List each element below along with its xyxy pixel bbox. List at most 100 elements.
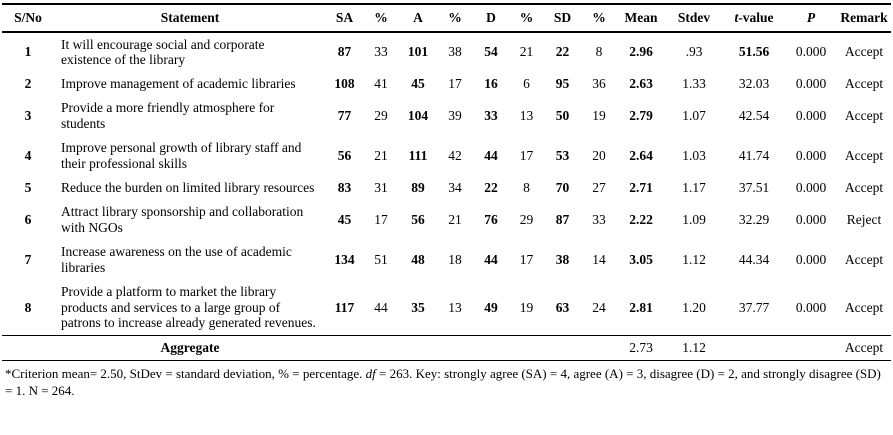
tvalue-cell: 32.29 <box>738 211 770 227</box>
sno-cell: 3 <box>24 108 32 124</box>
a-cell: 45 <box>411 76 425 92</box>
table-row-3: 3 Provide a more friendly atmosphere for… <box>2 96 891 136</box>
t-value-suffix-label: -value <box>738 10 774 25</box>
remark-cell: Accept <box>844 148 884 164</box>
d-pct-cell: 19 <box>519 299 534 315</box>
sd-cell: 53 <box>555 148 570 164</box>
sa-cell: 108 <box>334 76 355 92</box>
mean-cell: 2.96 <box>629 44 653 60</box>
sd-pct-cell: 36 <box>592 76 606 92</box>
remark-cell: Accept <box>844 76 884 92</box>
sa-pct-cell: 29 <box>374 108 388 124</box>
sa-cell: 87 <box>337 44 352 60</box>
sa-cell: 117 <box>334 299 355 315</box>
mean-cell: 3.05 <box>629 251 653 267</box>
col-header-sd: SD <box>544 4 581 33</box>
t-italic-label: t <box>734 10 739 25</box>
d-cell: 44 <box>484 148 498 164</box>
sa-pct-cell: 51 <box>374 251 388 267</box>
a-pct-cell: 38 <box>448 44 462 60</box>
aggregate-row: Aggregate 2.73 1.12 Accept <box>2 335 891 362</box>
a-pct-cell: 39 <box>448 108 462 124</box>
table-row-2: 2 Improve management of academic librari… <box>2 72 891 96</box>
table-row-7: 7 Increase awareness on the use of acade… <box>2 240 891 280</box>
table-row-6: 6 Attract library sponsorship and collab… <box>2 200 891 240</box>
p-cell: 0.000 <box>795 299 827 315</box>
col-header-stdev: Stdev <box>665 4 723 33</box>
aggregate-remark-cell: Accept <box>837 335 891 362</box>
col-header-p: P <box>785 4 837 33</box>
header-row: S/No Statement SA % A % D % SD % Mean St… <box>2 4 891 33</box>
sa-cell: 134 <box>334 251 355 267</box>
mean-cell: 2.71 <box>629 179 653 195</box>
footnote-text-before-df: *Criterion mean= 2.50, StDev = standard … <box>5 366 366 382</box>
d-cell: 54 <box>484 44 498 60</box>
p-cell: 0.000 <box>795 211 827 227</box>
mean-cell: 2.79 <box>629 108 653 124</box>
sa-cell: 56 <box>337 148 352 164</box>
stdev-cell: 1.12 <box>682 251 706 267</box>
stdev-cell: 1.20 <box>682 299 706 315</box>
d-pct-cell: 17 <box>519 148 534 164</box>
aggregate-empty-cell <box>785 335 837 362</box>
a-cell: 56 <box>411 211 425 227</box>
aggregate-empty-cell <box>544 335 581 362</box>
col-header-d-pct: % <box>509 4 544 33</box>
mean-cell: 2.63 <box>629 76 653 92</box>
sd-pct-cell: 27 <box>592 179 606 195</box>
sno-cell: 8 <box>24 299 32 315</box>
a-pct-cell: 18 <box>448 251 462 267</box>
a-cell: 48 <box>411 251 425 267</box>
sa-pct-cell: 33 <box>374 44 388 60</box>
p-cell: 0.000 <box>795 108 827 124</box>
d-pct-cell: 29 <box>519 211 534 227</box>
footnote-text-after-df: = 263. Key: strongly agree (SA) = 4, agr… <box>5 366 881 399</box>
p-cell: 0.000 <box>795 251 827 267</box>
tvalue-cell: 32.03 <box>738 76 770 92</box>
p-cell: 0.000 <box>795 76 827 92</box>
sd-pct-cell: 20 <box>592 148 606 164</box>
stdev-cell: 1.07 <box>682 108 706 124</box>
remark-cell: Accept <box>844 251 884 267</box>
a-pct-cell: 42 <box>448 148 462 164</box>
tvalue-cell: 37.51 <box>738 179 770 195</box>
aggregate-label-cell: Aggregate <box>54 335 326 362</box>
sd-cell: 38 <box>555 251 570 267</box>
aggregate-empty-cell <box>363 335 399 362</box>
sd-cell: 50 <box>555 108 570 124</box>
sd-cell: 22 <box>555 44 570 60</box>
col-header-sd-pct: % <box>581 4 617 33</box>
sa-pct-cell: 41 <box>374 76 388 92</box>
aggregate-empty-cell <box>473 335 509 362</box>
a-pct-cell: 13 <box>448 299 462 315</box>
sa-cell: 45 <box>337 211 352 227</box>
a-cell: 35 <box>411 299 425 315</box>
tvalue-cell: 51.56 <box>738 44 770 60</box>
col-header-sa-pct: % <box>363 4 399 33</box>
sd-pct-cell: 14 <box>592 251 606 267</box>
col-header-a: A <box>399 4 437 33</box>
statement-cell: Provide a more friendly atmosphere for s… <box>61 100 275 132</box>
a-cell: 89 <box>411 179 425 195</box>
a-pct-cell: 34 <box>448 179 462 195</box>
a-cell: 104 <box>407 108 429 124</box>
sno-cell: 7 <box>24 251 32 267</box>
remark-cell: Accept <box>844 44 884 60</box>
sa-pct-cell: 21 <box>374 148 388 164</box>
a-cell: 111 <box>408 148 428 164</box>
stdev-cell: 1.03 <box>682 148 706 164</box>
remark-cell: Reject <box>846 211 882 227</box>
sa-pct-cell: 44 <box>374 299 388 315</box>
sd-cell: 87 <box>555 211 570 227</box>
sd-cell: 63 <box>555 299 570 315</box>
remark-cell: Accept <box>844 299 884 315</box>
aggregate-empty-cell <box>437 335 473 362</box>
statement-cell: Increase awareness on the use of academi… <box>61 243 292 275</box>
d-cell: 49 <box>484 299 498 315</box>
tvalue-cell: 41.74 <box>738 148 770 164</box>
aggregate-empty-cell <box>723 335 785 362</box>
d-cell: 33 <box>484 108 498 124</box>
sno-cell: 6 <box>24 211 32 227</box>
stdev-cell: 1.09 <box>682 211 706 227</box>
mean-cell: 2.64 <box>629 148 653 164</box>
